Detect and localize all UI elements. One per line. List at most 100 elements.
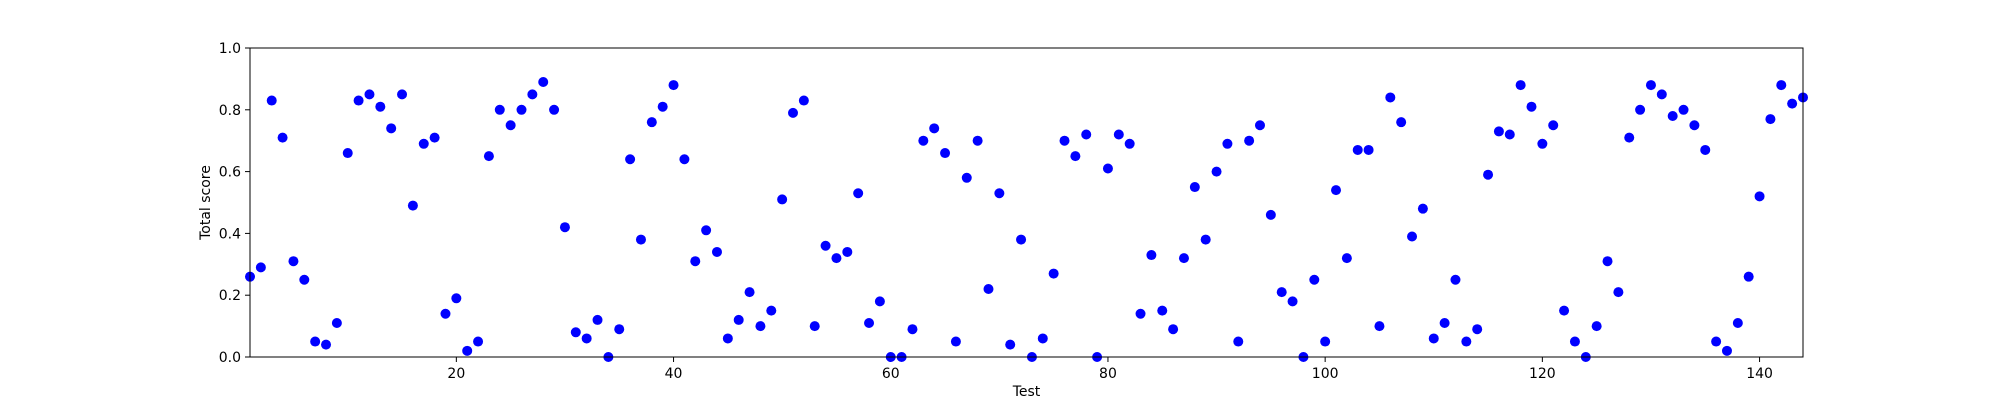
data-point <box>1396 117 1407 128</box>
y-tick-label: 0.8 <box>219 103 241 119</box>
data-point <box>375 101 386 112</box>
data-point <box>1624 132 1635 143</box>
data-point <box>1233 336 1244 347</box>
data-point <box>722 333 733 344</box>
data-point <box>1537 138 1548 149</box>
data-point <box>1656 89 1667 100</box>
data-point <box>1331 185 1342 196</box>
data-point <box>310 336 321 347</box>
data-point <box>635 234 646 245</box>
data-point <box>1124 138 1135 149</box>
data-point <box>1157 305 1168 316</box>
data-point <box>711 246 722 257</box>
x-axis-label: Test <box>1012 384 1041 400</box>
data-point <box>288 256 299 267</box>
data-point <box>853 188 864 199</box>
data-point <box>929 123 940 134</box>
data-point <box>1211 166 1222 177</box>
data-point <box>842 246 853 257</box>
data-point <box>1493 126 1504 137</box>
data-point <box>266 95 277 106</box>
data-point <box>646 117 657 128</box>
data-point <box>386 123 397 134</box>
data-point <box>1222 138 1233 149</box>
data-point <box>679 154 690 165</box>
data-point <box>364 89 375 100</box>
data-point <box>1048 268 1059 279</box>
x-tick-label: 140 <box>1746 366 1773 382</box>
data-point <box>494 104 505 115</box>
data-point <box>1352 144 1363 155</box>
data-point <box>1189 182 1200 193</box>
data-point <box>1787 98 1798 109</box>
y-tick-label: 0.0 <box>219 350 241 366</box>
data-point <box>983 284 994 295</box>
data-point <box>483 151 494 162</box>
data-point <box>657 101 668 112</box>
data-point <box>1178 253 1189 264</box>
data-point <box>353 95 364 106</box>
data-point <box>299 274 310 285</box>
x-tick-label: 60 <box>882 366 900 382</box>
data-point <box>1244 135 1255 146</box>
data-point <box>1635 104 1646 115</box>
data-point <box>1569 336 1580 347</box>
data-point <box>1743 271 1754 282</box>
data-point <box>874 296 885 307</box>
data-point <box>1276 287 1287 298</box>
data-point <box>1645 80 1656 91</box>
data-point <box>820 240 831 251</box>
data-point <box>940 148 951 159</box>
x-tick-label: 100 <box>1312 366 1339 382</box>
data-point <box>1070 151 1081 162</box>
plot-frame <box>249 47 1804 358</box>
data-point <box>1678 104 1689 115</box>
data-point <box>321 339 332 350</box>
data-point <box>1407 231 1418 242</box>
data-point <box>1309 274 1320 285</box>
data-point <box>418 138 429 149</box>
data-point <box>1754 191 1765 202</box>
data-point <box>1265 209 1276 220</box>
data-point <box>961 172 972 183</box>
data-point <box>1711 336 1722 347</box>
data-point <box>1732 318 1743 329</box>
data-point <box>1417 203 1428 214</box>
data-point <box>1037 333 1048 344</box>
data-point <box>1102 163 1113 174</box>
data-point <box>1113 129 1124 140</box>
data-point <box>255 262 266 273</box>
data-point <box>1059 135 1070 146</box>
data-point <box>1363 144 1374 155</box>
y-tick-label: 0.4 <box>219 226 241 242</box>
data-point <box>1700 144 1711 155</box>
data-point <box>549 104 560 115</box>
data-point <box>1200 234 1211 245</box>
data-point <box>994 188 1005 199</box>
x-tick-label: 80 <box>1099 366 1117 382</box>
data-point <box>755 321 766 332</box>
data-point <box>972 135 983 146</box>
data-point <box>1548 120 1559 131</box>
data-point <box>668 80 679 91</box>
data-point <box>701 225 712 236</box>
data-point <box>505 120 516 131</box>
y-tick-label: 0.2 <box>219 288 241 304</box>
data-point <box>1428 333 1439 344</box>
data-point <box>918 135 929 146</box>
data-point <box>1602 256 1613 267</box>
data-point <box>1483 169 1494 180</box>
data-point <box>1461 336 1472 347</box>
data-point <box>864 318 875 329</box>
data-point <box>1667 110 1678 121</box>
data-point <box>1135 308 1146 319</box>
y-axis-ticks: 0.0 0.2 0.4 0.6 0.8 1.0 <box>219 41 250 366</box>
data-point <box>1254 120 1265 131</box>
data-point <box>831 253 842 264</box>
data-point <box>1613 287 1624 298</box>
data-point <box>1591 321 1602 332</box>
data-point <box>592 314 603 325</box>
data-point <box>809 321 820 332</box>
x-axis-ticks: 20 40 60 80 100 120 140 <box>447 357 1773 382</box>
